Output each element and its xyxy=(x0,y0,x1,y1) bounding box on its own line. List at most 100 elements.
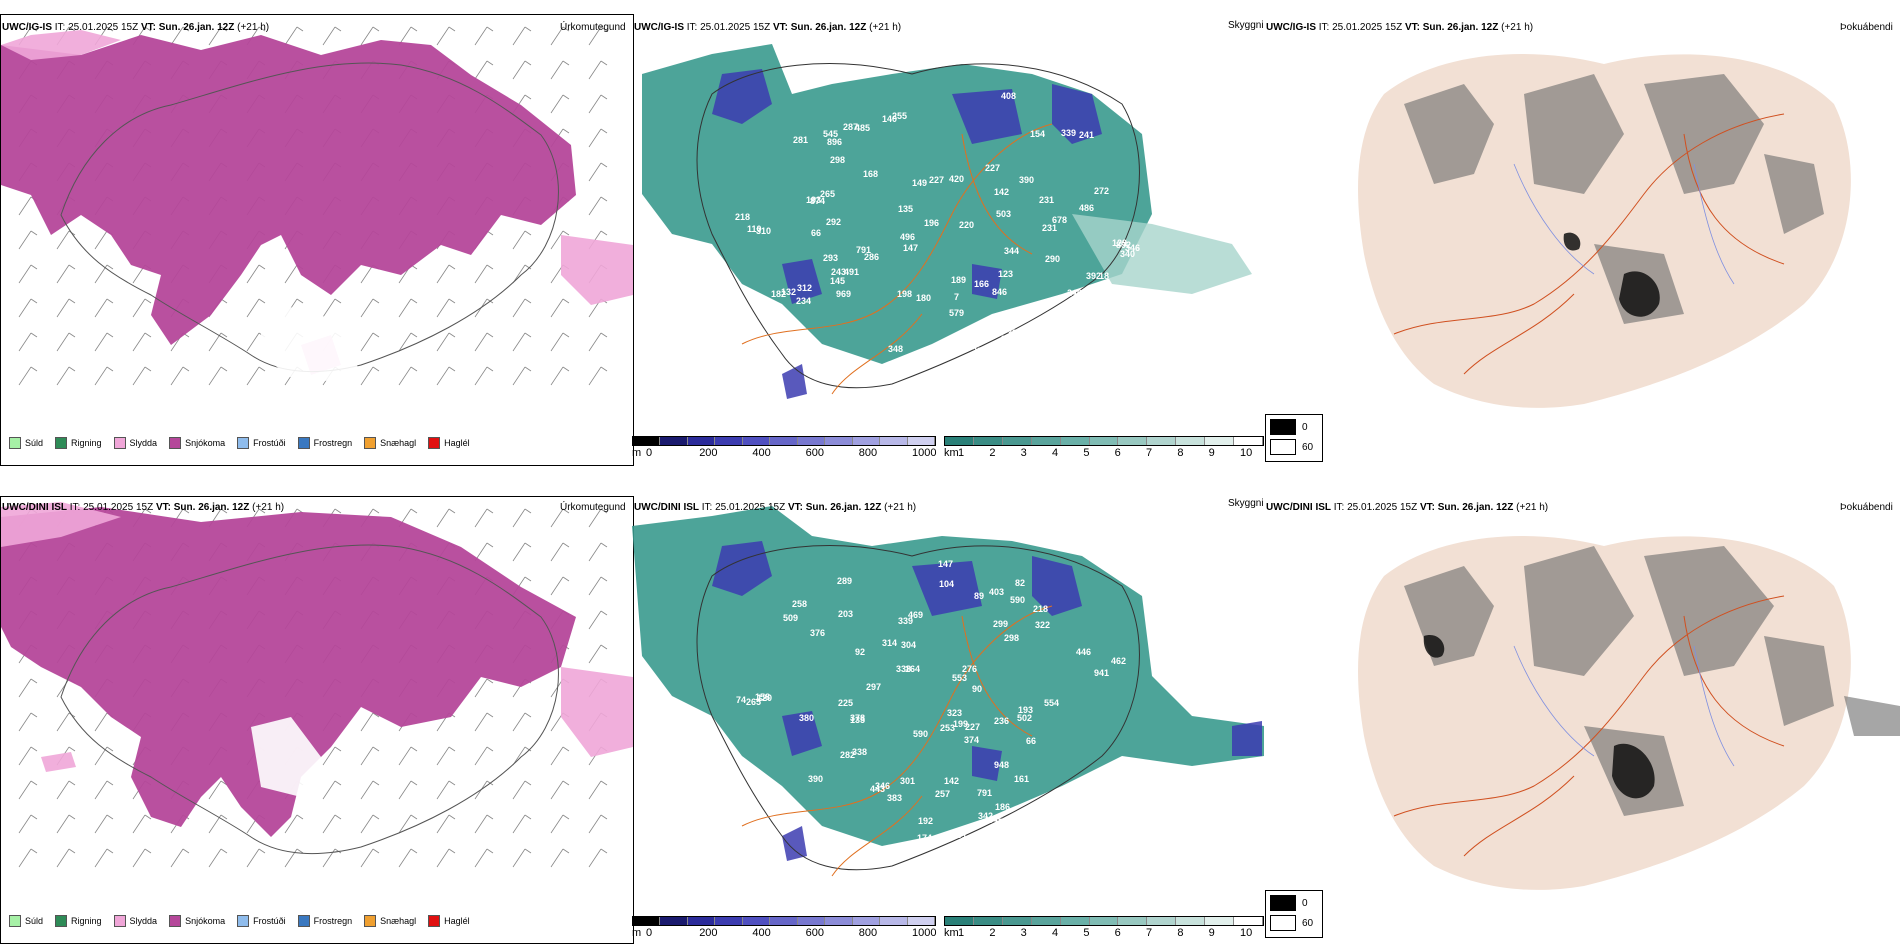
cloud-base-label: 462 xyxy=(1111,656,1126,666)
legend-swatch xyxy=(169,915,182,927)
fog-shade-1 xyxy=(1404,74,1824,324)
colorbar-cell xyxy=(852,917,881,925)
colorbar-tick-label: 200 xyxy=(699,447,718,459)
wind-barb xyxy=(322,746,342,766)
wind-barb xyxy=(18,366,38,386)
cloud-base-label: 135 xyxy=(850,715,865,725)
cloud-base-label: 147 xyxy=(938,559,953,569)
wind-barb xyxy=(588,196,608,216)
wind-barb xyxy=(512,780,532,800)
wind-barb xyxy=(550,746,570,766)
colorbar-cell xyxy=(825,917,853,925)
precip-map-svg-2 xyxy=(1,502,633,868)
wind-barb xyxy=(322,814,342,834)
colorbar-cell xyxy=(1205,917,1235,925)
precip-var-name-2: Úrkomutegund xyxy=(560,502,626,513)
cloud-base-label: 420 xyxy=(949,174,964,184)
wind-barb xyxy=(550,332,570,352)
wind-barb xyxy=(56,264,76,284)
cloud-base-label: 95 xyxy=(1001,334,1011,344)
wind-barb xyxy=(550,60,570,80)
wind-barb xyxy=(18,746,38,766)
cloud-base-label: 66 xyxy=(1026,736,1036,746)
cloud-base-label: 314 xyxy=(882,638,897,648)
cloud-base-label: 166 xyxy=(974,279,989,289)
wind-barb xyxy=(474,712,494,732)
legend-label: Snjókoma xyxy=(185,438,226,448)
fog-legend-2: 0 60 xyxy=(1265,890,1323,938)
cloud-base-label: 222 xyxy=(1079,306,1094,316)
wind-barb xyxy=(512,542,532,562)
fog-map-1: 0 60 xyxy=(1264,14,1900,464)
wind-barb xyxy=(208,814,228,834)
legend-label: Rigning xyxy=(71,916,102,926)
cloud-base-label: 199 xyxy=(953,719,968,729)
colorbar-tick-label: 6 xyxy=(1114,927,1121,939)
cloud-base-label: 123 xyxy=(998,269,1013,279)
cloud-base-label: 750 xyxy=(1078,310,1093,320)
cloud-base-label: 383 xyxy=(887,793,902,803)
wind-barb xyxy=(474,746,494,766)
cloud-base-label: 791 xyxy=(977,788,992,798)
wind-barb xyxy=(550,814,570,834)
legend-item: Haglél xyxy=(428,915,470,927)
cloud-base-label: 286 xyxy=(864,252,879,262)
colorbar-cell xyxy=(715,437,743,445)
fog-legend-row: 0 xyxy=(1270,419,1318,435)
wind-barb xyxy=(398,332,418,352)
colorbar-ticks: m 0 200 400 600 800 1000 xyxy=(632,926,936,940)
colorbar-cell xyxy=(633,437,661,445)
cloud-base-label: 82 xyxy=(1015,578,1025,588)
wind-barb xyxy=(208,332,228,352)
wind-barb xyxy=(588,610,608,630)
wind-barb xyxy=(322,780,342,800)
cloud-base-label: 701 xyxy=(952,830,967,840)
wind-barb xyxy=(322,298,342,318)
wind-barb xyxy=(436,366,456,386)
colorbar-cell xyxy=(1118,437,1148,445)
wind-barb xyxy=(208,26,228,46)
colorbar-cell xyxy=(1147,437,1177,445)
cloud-base-label: 110 xyxy=(747,224,762,234)
precip-map-1: Súld Rigning Slydda Snjókoma Frostúði Frostre… xyxy=(0,14,634,466)
colorbar-cell xyxy=(880,437,908,445)
cloud-base-label: 282 xyxy=(972,346,987,356)
fog-legend-swatch xyxy=(1270,419,1296,435)
cloud-base-label: 334 xyxy=(1007,328,1022,338)
colorbar-cell xyxy=(742,917,771,925)
colorbar-cell xyxy=(852,437,881,445)
cloud-base-label: 89 xyxy=(974,591,984,601)
fog-legend-label: 0 xyxy=(1302,421,1308,433)
fog-legend-swatch xyxy=(1270,915,1296,931)
rivers-fog-2 xyxy=(1513,645,1735,767)
wind-barb xyxy=(132,332,152,352)
cloud-base-label: 579 xyxy=(949,308,964,318)
legend-swatch xyxy=(297,437,310,449)
legend-item: Súld xyxy=(9,915,43,927)
wind-barb xyxy=(170,848,190,868)
cloud-base-label: 791 xyxy=(856,245,871,255)
cloud-base-label: 378 xyxy=(850,713,865,723)
colorbar-tick-label: 8 xyxy=(1177,927,1184,939)
cloud-base-label: 342 xyxy=(978,811,993,821)
wind-barb xyxy=(512,230,532,250)
cloud-base-label: 446 xyxy=(1076,647,1091,657)
wind-barb xyxy=(360,298,380,318)
colorbar-cell xyxy=(770,437,798,445)
cloud-base-label: 390 xyxy=(1019,175,1034,185)
fog-map-svg-2 xyxy=(1358,536,1900,890)
fog-dark-1 xyxy=(1563,232,1660,317)
cloud-base-label: 340 xyxy=(1120,249,1135,259)
wind-barb xyxy=(512,508,532,528)
wind-barb xyxy=(360,26,380,46)
legend-label: Snæhagl xyxy=(380,438,417,448)
cloud-base-label: 218 xyxy=(735,212,750,222)
title-precip-2: UWC/DINI ISL IT: 25.01.2025 15Z VT: Sun.… xyxy=(2,502,285,513)
wind-barb xyxy=(512,814,532,834)
colorbar-tick-label: 600 xyxy=(805,927,824,939)
cloud-base-label: 193 xyxy=(806,195,821,205)
wind-barb xyxy=(588,60,608,80)
vis-area-1 xyxy=(642,44,1152,364)
wind-barb xyxy=(94,814,114,834)
colorbar-cell xyxy=(907,917,935,925)
